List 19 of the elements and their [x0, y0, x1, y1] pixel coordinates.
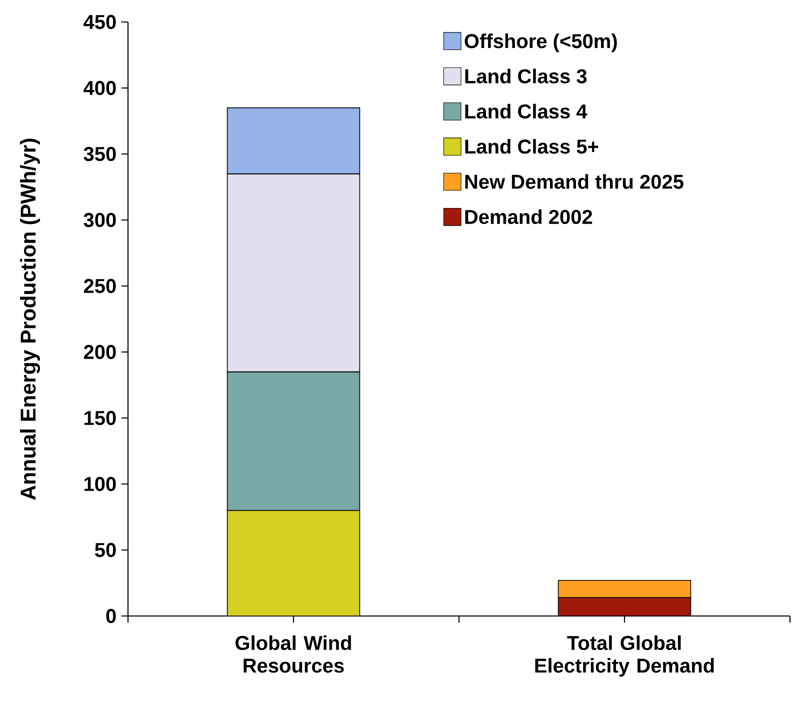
y-tick-label: 300: [84, 212, 116, 228]
x-tick-label: Global Wind Resources: [236, 635, 352, 673]
y-tick-label: 0: [106, 608, 116, 624]
legend-label: Land Class 3: [465, 68, 587, 84]
legend-label: Land Class 5+: [465, 139, 598, 154]
legend-label: Land Class 4: [465, 104, 588, 119]
y-axis-title: Annual Energy Production (PWh/yr): [20, 138, 40, 500]
y-tick-label: 200: [84, 344, 116, 360]
y-tick-label: 350: [84, 146, 116, 162]
legend-label: New Demand thru 2025: [465, 174, 684, 189]
y-tick-label: 100: [84, 476, 116, 492]
legend-label: Offshore (<50m): [464, 34, 617, 52]
y-tick-label: 250: [84, 278, 116, 294]
x-tick-label: Total Global Electricity Demand: [535, 635, 714, 677]
y-tick-label: 150: [84, 410, 116, 426]
y-tick-label: 50: [94, 542, 116, 558]
y-tick-label: 450: [84, 14, 116, 30]
y-tick-label: 400: [84, 80, 116, 96]
legend-label: Demand 2002: [465, 209, 592, 224]
